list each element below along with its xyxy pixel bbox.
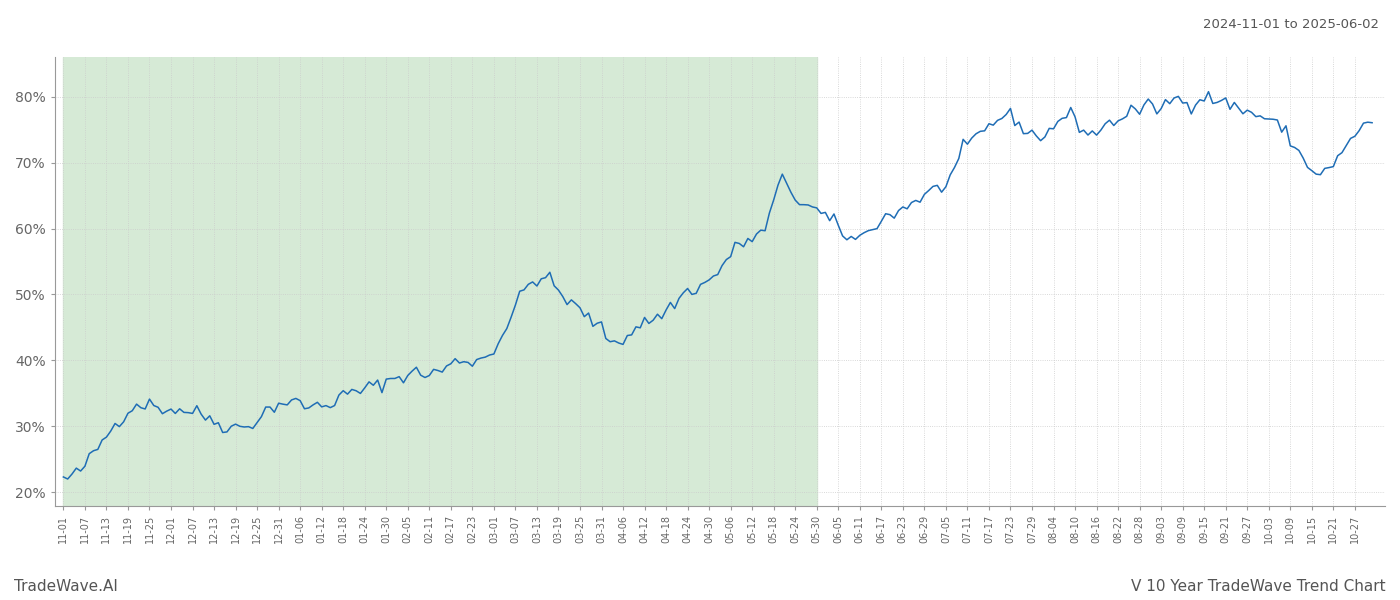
Text: TradeWave.AI: TradeWave.AI xyxy=(14,579,118,594)
Bar xyxy=(63,57,816,506)
Text: V 10 Year TradeWave Trend Chart: V 10 Year TradeWave Trend Chart xyxy=(1131,579,1386,594)
Text: 2024-11-01 to 2025-06-02: 2024-11-01 to 2025-06-02 xyxy=(1203,18,1379,31)
